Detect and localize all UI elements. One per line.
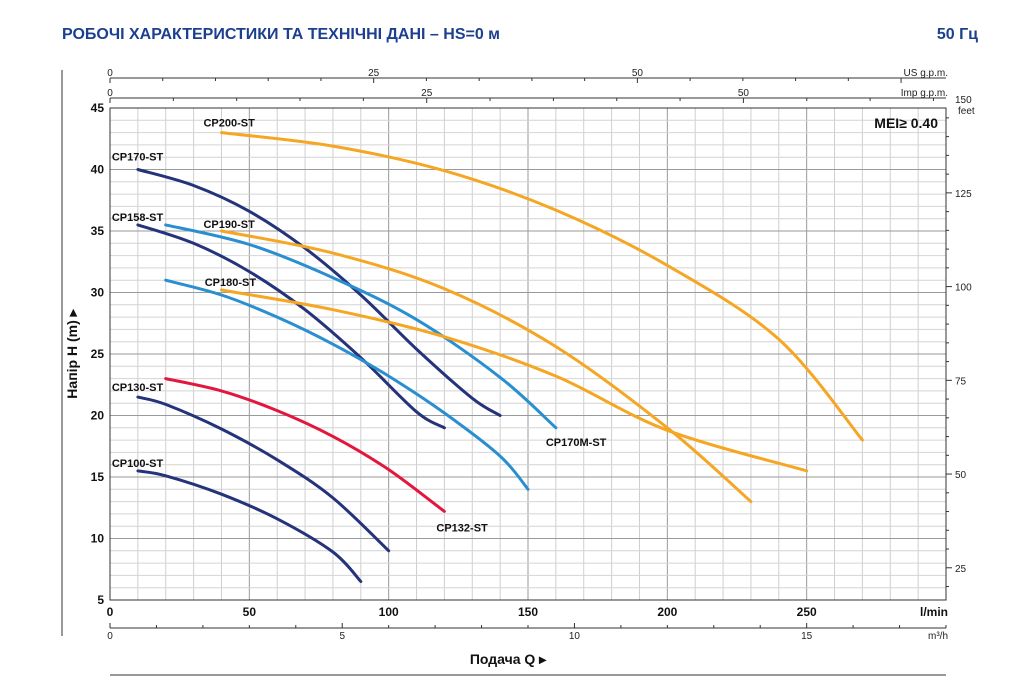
feet-unit-label: feet [958,106,975,117]
curve-cp180-st [164,278,530,491]
curve-cp200-st [220,131,864,442]
us-gpm-tick-label: 0 [107,68,113,79]
us-gpm-tick-label: 25 [368,68,380,79]
x-tick-label: 150 [518,605,538,619]
curve-cp130-st [136,395,391,553]
curve-cp170m-st [164,223,558,430]
curve-label-cp190-st: CP190-ST [203,219,255,231]
frequency-label: 50 Гц [936,26,978,43]
curve-label-cp132-st: CP132-ST [436,522,488,534]
m3h-tick-label: 0 [107,631,113,642]
y-tick-label: 20 [91,409,105,423]
curve-label-cp100-st: CP100-ST [112,458,164,470]
y-tick-label: 40 [91,163,105,177]
curve-cp132-st [164,377,446,513]
curve-cp100-st [136,469,363,583]
feet-tick-label: 125 [955,189,972,200]
m3h-tick-label: 5 [339,631,345,642]
chart-title: РОБОЧІ ХАРАКТЕРИСТИКИ ТА ТЕХНІЧНІ ДАНІ –… [62,26,501,43]
curve-label-cp200-st: CP200-ST [203,118,255,130]
x-tick-label: 100 [379,605,399,619]
y-tick-label: 30 [91,286,105,300]
imp-gpm-unit-label: Imp g.p.m. [901,88,948,99]
us-gpm-tick-label: 50 [632,68,644,79]
mei-annotation: MEI≥ 0.40 [874,115,938,131]
feet-tick-label: 100 [955,283,972,294]
feet-tick-label: 150 [955,95,972,106]
imp-gpm-tick-label: 50 [738,88,750,99]
m3h-tick-label: 10 [569,631,581,642]
y-axis-title: Напір H (m) ▸ [64,308,80,398]
y-tick-label: 15 [91,470,105,484]
y-tick-label: 25 [91,347,105,361]
curve-label-cp170m-st: CP170M-ST [546,437,607,449]
feet-tick-label: 50 [955,470,967,481]
curve-label-cp180-st: CP180-ST [205,277,257,289]
curve-cp170m [220,288,809,473]
curve-label-cp130-st: CP130-ST [112,382,164,394]
x-tick-label: 200 [657,605,677,619]
curve-cp158-st [136,223,446,430]
curve-label-cp170-st: CP170-ST [112,152,164,164]
plot-frame [109,107,947,601]
x-tick-label: 250 [797,605,817,619]
x-axis-title: Подача Q ▸ [470,651,547,667]
imp-gpm-tick-label: 25 [421,88,433,99]
curves: CP100-ST CP130-ST CP132-ST CP158-ST CP170-ST… [112,118,864,583]
y-tick-label: 10 [91,532,105,546]
feet-tick-label: 75 [955,376,967,387]
curve-cp170-st [136,168,502,417]
y-tick-label: 5 [97,593,104,607]
imp-gpm-tick-label: 0 [107,88,113,99]
x-tick-label: 50 [243,605,257,619]
y-tick-label: 35 [91,224,105,238]
curve-label-cp158-st: CP158-ST [112,212,164,224]
m3h-unit-label: m³/h [928,631,948,642]
m3h-tick-label: 15 [801,631,813,642]
feet-tick-label: 25 [955,564,967,575]
grid [109,107,947,601]
x-tick-label: 0 [107,605,114,619]
y-tick-label: 45 [91,101,105,115]
x-unit-label: l/min [920,605,948,619]
us-gpm-unit-label: US g.p.m. [904,68,948,79]
